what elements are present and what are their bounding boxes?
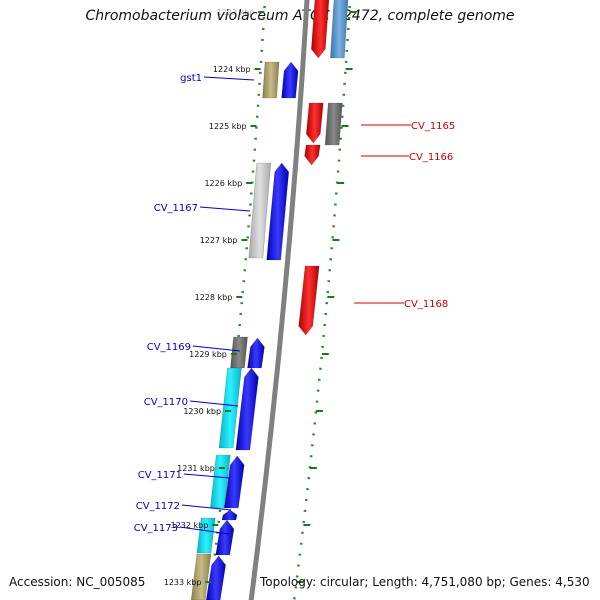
gene-steel-top <box>330 0 349 59</box>
tick-label: 1226 kbp <box>204 179 242 188</box>
gene-label: CV_1172 <box>136 501 180 512</box>
gene-cv1171 <box>223 455 245 509</box>
label-leader-line <box>179 526 230 535</box>
gene-label: CV_1166 <box>409 152 453 163</box>
gene-gray-1169 <box>230 336 248 369</box>
genome-backbone <box>248 0 310 600</box>
tick-label: 1227 kbp <box>200 236 238 245</box>
gene-red-top <box>311 0 330 59</box>
gene-cv1172 <box>221 509 238 521</box>
gene-gray-1165 <box>324 102 343 146</box>
gene-label: CV_1170 <box>144 397 188 408</box>
gene-label: CV_1168 <box>404 299 448 310</box>
gene-lgray-1167 <box>248 162 272 259</box>
gene-cv1168 <box>298 265 320 336</box>
accession-text: Accession: NC_005085 <box>9 575 146 589</box>
tick-label: 1225 kbp <box>209 122 247 131</box>
gene-cv1169 <box>247 337 265 369</box>
gene-label: CV_1169 <box>147 342 191 353</box>
tick-label: 1231 kbp <box>177 464 215 473</box>
gene-label: CV_1167 <box>154 203 198 214</box>
gene-gst1 <box>281 61 299 99</box>
gene-cv1166 <box>304 144 321 166</box>
tick-label: 1233 kbp <box>164 578 202 587</box>
gene-cyan-1173 <box>196 517 216 554</box>
tick-label: 1224 kbp <box>213 65 251 74</box>
tick-label: 1230 kbp <box>183 407 221 416</box>
tick-label: 1223 kbp <box>217 8 255 17</box>
gene-label: CV_1165 <box>411 121 455 132</box>
tick-label: 1232 kbp <box>171 521 209 530</box>
label-leader-line <box>192 345 241 352</box>
label-leader-line <box>189 400 239 407</box>
tick-label: 1228 kbp <box>195 293 233 302</box>
gene-olive-bottom <box>190 553 212 600</box>
topology-text: Topology: circular; Length: 4,751,080 bp… <box>260 575 590 589</box>
label-leader-line <box>203 76 255 81</box>
label-leader-line <box>183 473 231 479</box>
tick-label: 1229 kbp <box>189 350 227 359</box>
gene-cv1167 <box>266 162 290 261</box>
gene-label: gst1 <box>180 73 202 84</box>
gene-cv1165 <box>305 102 324 144</box>
gene-blue-bottom <box>205 555 226 600</box>
gene-olive-top <box>262 61 280 99</box>
label-leader-line <box>199 206 251 212</box>
map-title: Chromobacterium violaceum ATCC 12472, co… <box>85 8 515 24</box>
gene-label: CV_1173 <box>134 523 178 534</box>
gene-cyan-1170 <box>218 367 242 449</box>
gene-cv1173 <box>215 519 235 556</box>
gene-cv1170 <box>235 367 259 451</box>
label-leader-line <box>181 504 232 511</box>
gene-label: CV_1171 <box>138 470 182 481</box>
